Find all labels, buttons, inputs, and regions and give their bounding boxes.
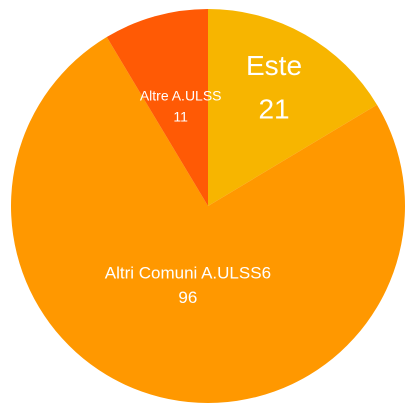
slice-value: 96 bbox=[178, 288, 197, 307]
slice-label: Altri Comuni A.ULSS6 bbox=[105, 263, 271, 282]
pie-slice bbox=[106, 9, 208, 206]
slice-value: 21 bbox=[258, 94, 289, 125]
slice-label: Este bbox=[246, 50, 302, 81]
slice-label: Altre A.ULSS bbox=[140, 87, 222, 103]
pie-slice bbox=[11, 37, 405, 403]
slice-value: 11 bbox=[173, 108, 188, 124]
pie-slice bbox=[208, 9, 377, 206]
